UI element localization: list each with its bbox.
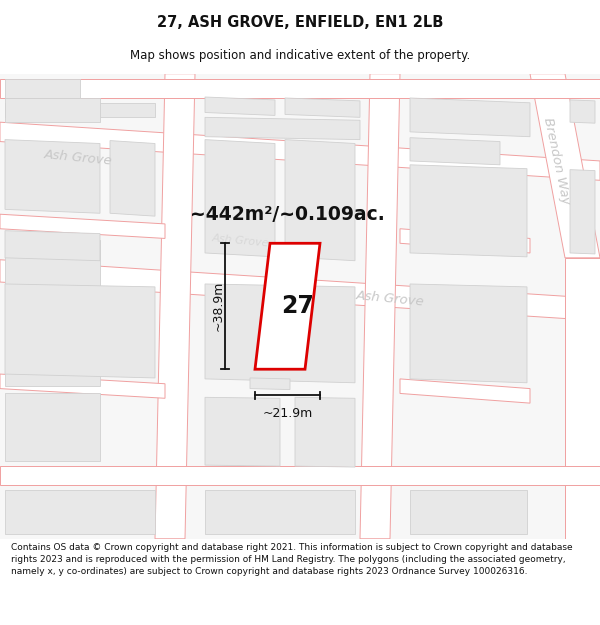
Polygon shape xyxy=(400,229,530,253)
Polygon shape xyxy=(530,74,600,258)
Polygon shape xyxy=(285,139,355,261)
Text: 27, ASH GROVE, ENFIELD, EN1 2LB: 27, ASH GROVE, ENFIELD, EN1 2LB xyxy=(157,14,443,29)
Polygon shape xyxy=(410,165,527,257)
Polygon shape xyxy=(5,139,100,213)
Polygon shape xyxy=(0,214,165,238)
Text: Ash Grove: Ash Grove xyxy=(43,148,113,168)
Polygon shape xyxy=(5,98,100,122)
Polygon shape xyxy=(205,97,275,116)
Text: 27: 27 xyxy=(281,294,314,318)
Polygon shape xyxy=(285,98,360,118)
Polygon shape xyxy=(205,139,275,257)
Text: ~442m²/~0.109ac.: ~442m²/~0.109ac. xyxy=(190,205,385,224)
Polygon shape xyxy=(565,258,600,539)
Polygon shape xyxy=(110,141,155,216)
Polygon shape xyxy=(295,398,355,467)
Text: Ash Grove: Ash Grove xyxy=(211,232,269,248)
Polygon shape xyxy=(5,284,155,378)
Polygon shape xyxy=(205,398,280,466)
Polygon shape xyxy=(0,374,165,398)
Polygon shape xyxy=(5,102,155,118)
Polygon shape xyxy=(255,243,320,369)
Text: Ash Grove: Ash Grove xyxy=(355,289,425,308)
Polygon shape xyxy=(5,490,155,534)
Polygon shape xyxy=(410,490,527,534)
Polygon shape xyxy=(410,98,530,137)
Polygon shape xyxy=(360,74,400,539)
Text: Map shows position and indicative extent of the property.: Map shows position and indicative extent… xyxy=(130,49,470,62)
Polygon shape xyxy=(5,231,100,261)
Polygon shape xyxy=(570,100,595,123)
Polygon shape xyxy=(5,241,100,386)
Polygon shape xyxy=(250,378,290,389)
Polygon shape xyxy=(205,490,355,534)
Polygon shape xyxy=(0,122,600,180)
Polygon shape xyxy=(410,284,527,382)
Polygon shape xyxy=(5,394,100,461)
Text: Brendon Way: Brendon Way xyxy=(541,116,572,206)
Polygon shape xyxy=(0,74,600,539)
Polygon shape xyxy=(155,74,195,539)
Polygon shape xyxy=(410,138,500,165)
Text: ~21.9m: ~21.9m xyxy=(262,407,313,420)
Text: Contains OS data © Crown copyright and database right 2021. This information is : Contains OS data © Crown copyright and d… xyxy=(11,543,572,576)
Polygon shape xyxy=(0,260,600,321)
Polygon shape xyxy=(205,118,360,139)
Polygon shape xyxy=(0,79,600,98)
Polygon shape xyxy=(570,169,595,254)
Polygon shape xyxy=(400,379,530,403)
Polygon shape xyxy=(205,284,355,382)
Polygon shape xyxy=(5,79,80,98)
Polygon shape xyxy=(0,466,600,486)
Text: ~38.9m: ~38.9m xyxy=(212,281,224,331)
